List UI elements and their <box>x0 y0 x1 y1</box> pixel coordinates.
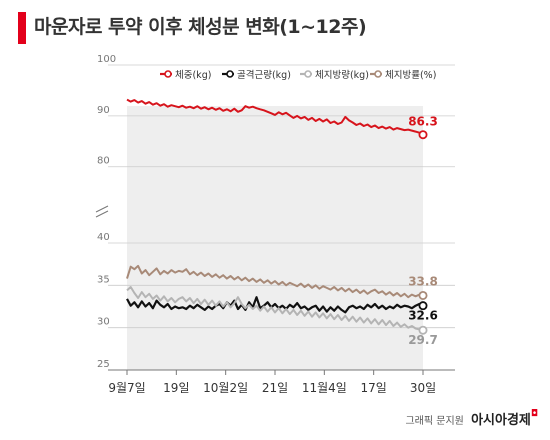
y-tick-label: 40 <box>97 232 110 243</box>
brand-mark-icon: ◘ <box>530 409 538 419</box>
legend-marker <box>164 70 172 78</box>
series-end-marker <box>418 325 428 335</box>
axis-break-mark <box>95 205 109 213</box>
data-label: 32.6 <box>408 309 438 323</box>
series-line <box>126 264 424 299</box>
y-tick-label: 90 <box>97 105 110 116</box>
series-end-marker <box>418 290 428 300</box>
legend-label: 골격근량(kg) <box>237 69 291 81</box>
series-end-marker <box>418 301 428 311</box>
legend-label: 체지방량(kg) <box>315 69 369 81</box>
data-label: 29.7 <box>408 333 438 347</box>
series-line <box>126 98 424 136</box>
series-line <box>126 296 424 314</box>
x-tick-label: 11월4일 <box>302 381 347 395</box>
y-tick-label: 35 <box>97 274 110 285</box>
series-line <box>126 286 424 332</box>
legend-label: 체지방률(%) <box>385 70 436 81</box>
x-tick-label: 10월2일 <box>203 381 248 395</box>
chart-title: 마운자로 투약 이후 체성분 변화(1~12주) <box>34 16 367 38</box>
data-label: 33.8 <box>408 274 438 288</box>
legend-marker <box>304 70 312 78</box>
x-tick-label: 9월7일 <box>108 381 145 395</box>
series-end-marker <box>418 130 428 140</box>
axis-break-mark <box>95 210 109 218</box>
graphic-credit: 그래픽 문지원 <box>405 416 464 427</box>
legend-label: 체중(kg) <box>175 70 211 81</box>
legend-marker <box>226 70 234 78</box>
title-accent-bar <box>18 12 26 44</box>
y-tick-label: 80 <box>97 156 110 167</box>
brand-name: 아시아경제 <box>471 413 531 428</box>
y-tick-label: 100 <box>97 54 116 65</box>
plot-area-bg <box>127 106 423 370</box>
x-tick-label: 17일 <box>361 381 387 395</box>
x-tick-label: 30일 <box>410 381 436 395</box>
legend-marker <box>374 70 382 78</box>
y-tick-label: 25 <box>97 359 110 370</box>
y-tick-label: 30 <box>97 317 110 328</box>
credit-line: 그래픽 문지원 아시아경제◘ <box>405 409 538 428</box>
data-label: 86.3 <box>408 115 438 129</box>
x-tick-label: 19일 <box>163 381 189 395</box>
x-tick-label: 21일 <box>262 381 288 395</box>
